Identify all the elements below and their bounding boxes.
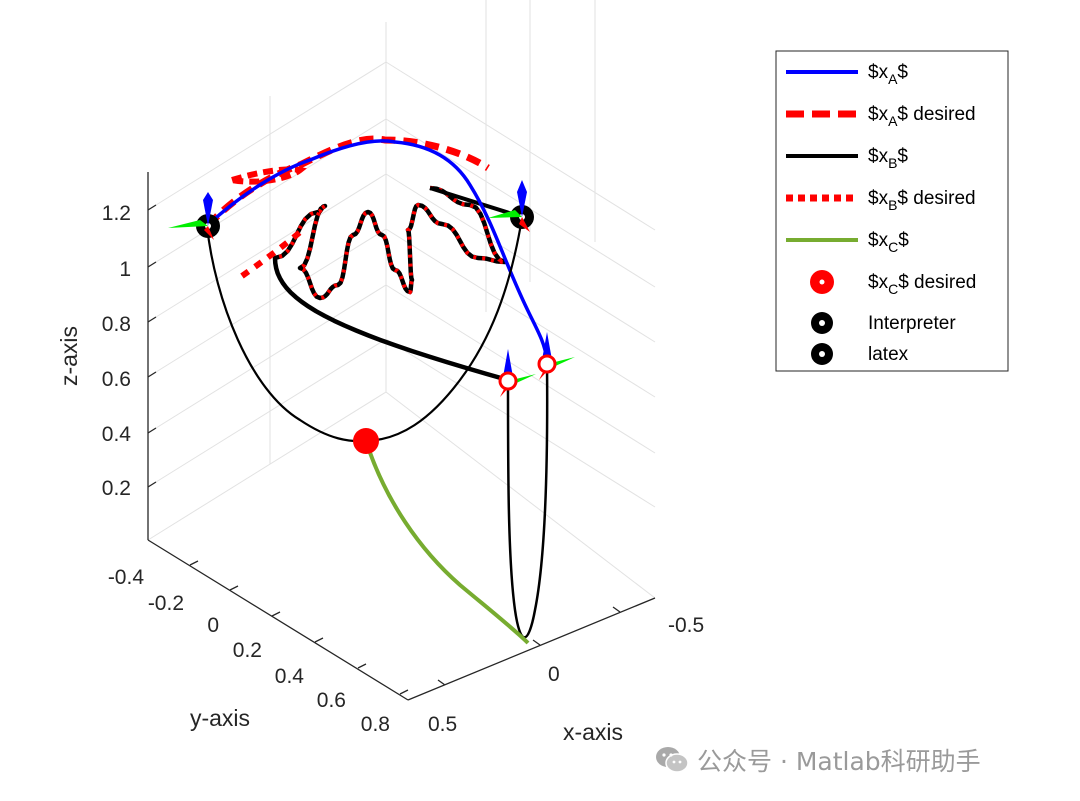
- x-tick-label: -0.5: [668, 614, 704, 637]
- y-tick: [189, 560, 199, 566]
- z-tick: [147, 427, 157, 434]
- x-axis-line: [407, 597, 656, 701]
- y-tick: [399, 689, 409, 695]
- grid-line: [385, 338, 656, 508]
- y-axis-label: y-axis: [190, 705, 250, 731]
- watermark-text: 公众号 · Matlab科研助手: [697, 747, 981, 776]
- y-tick: [357, 663, 367, 669]
- legend-swatch-dot: [819, 279, 825, 285]
- x-tick: [532, 639, 541, 646]
- x-b-path: [272, 185, 509, 383]
- x-axis-label: x-axis: [563, 719, 623, 745]
- z-tick-label: 0.6: [102, 368, 131, 391]
- x-tick: [437, 679, 446, 686]
- frame-a-x-arrow: [168, 220, 208, 228]
- legend-entry: $xA$: [868, 62, 908, 87]
- z-tick-label: 1.2: [102, 202, 131, 225]
- y-tick: [271, 611, 281, 617]
- legend-entry: $xB$ desired: [868, 188, 976, 213]
- frame-a-z-arrow: [203, 192, 213, 226]
- legend-entry: $xC$ desired: [868, 272, 976, 297]
- legend-swatch-dot: [819, 351, 825, 357]
- grid-line: [147, 338, 387, 488]
- z-tick: [147, 204, 157, 211]
- z-tick: [147, 481, 157, 488]
- z-tick-label: 0.4: [102, 423, 132, 446]
- tick-labels: 0.2 0.4 0.6 0.8 1 1.2 -0.4-0.2 0 0.2 0.4 0.6 0.8 -0.…: [102, 202, 704, 736]
- x-a-desired-end-marker: [537, 354, 557, 374]
- axis-labels: x-axis y-axis z-axis: [56, 326, 623, 745]
- z-tick: [147, 371, 157, 378]
- y-tick-label: 0: [207, 614, 219, 637]
- z-tick-label: 0.2: [102, 477, 131, 500]
- frame-b-y-arrow: [519, 217, 530, 232]
- y-tick-label: 0.6: [317, 689, 346, 712]
- x-c-path: [364, 440, 530, 645]
- legend-entry: Interpreter: [868, 313, 956, 334]
- x-a-desired-loop: [231, 166, 307, 185]
- frame-b-z-arrow: [517, 180, 527, 217]
- legend-entry: $xA$ desired: [868, 104, 976, 129]
- legend-entry: latex: [868, 344, 909, 365]
- y-tick-label: -0.4: [108, 566, 145, 589]
- y-tick: [314, 637, 324, 643]
- y-tick: [229, 585, 239, 591]
- grid-line: [385, 173, 656, 343]
- watermark: 公众号 · Matlab科研助手: [655, 742, 981, 778]
- grid-line: [147, 61, 387, 211]
- frame-b-x-arrow: [488, 210, 522, 218]
- z-tick-label: 1: [119, 258, 131, 281]
- z-tick: [147, 316, 157, 323]
- y-tick-label: 0.8: [361, 713, 390, 736]
- curves: [168, 135, 575, 645]
- grid-line: [385, 391, 656, 599]
- legend: $xA$ $xA$ desired $xB$ $xB$ desired $xC$ $xC$…: [775, 50, 1009, 372]
- grid-line: [147, 391, 387, 541]
- x-tick-label: 0.5: [428, 713, 457, 736]
- y-axis-line: [147, 539, 409, 701]
- legend-swatch-dot: [819, 320, 825, 326]
- x-a-desired-tail: [240, 225, 307, 279]
- axes: [147, 172, 656, 701]
- x-b-path-upper: [429, 186, 523, 219]
- x-b-desired-end-marker: [498, 371, 518, 391]
- frame-a-y-arrow: [204, 226, 214, 240]
- z-tick: [147, 261, 157, 268]
- grid-line: [385, 228, 656, 398]
- grid-line: [385, 61, 656, 231]
- wechat-icon: [656, 747, 689, 773]
- grid-line: [385, 284, 656, 454]
- x-b-desired-path: [274, 186, 506, 301]
- grid-lines: [147, 0, 656, 599]
- grid-line: [147, 284, 387, 434]
- x-b-loop-upper: [205, 217, 524, 443]
- legend-entry: $xC$: [868, 230, 909, 255]
- x-tick: [612, 606, 621, 613]
- y-tick-label: -0.2: [148, 592, 184, 615]
- y-tick-label: 0.2: [233, 639, 262, 662]
- x-a-path: [206, 139, 549, 361]
- z-axis-label: z-axis: [56, 326, 82, 386]
- z-tick-label: 0.8: [102, 313, 131, 336]
- x-tick-label: 0: [548, 663, 560, 686]
- grid-line: [147, 228, 387, 378]
- y-tick-label: 0.4: [275, 665, 305, 688]
- x-c-desired-marker: [353, 428, 379, 454]
- grid-line: [147, 173, 387, 323]
- legend-entry: $xB$: [868, 146, 908, 171]
